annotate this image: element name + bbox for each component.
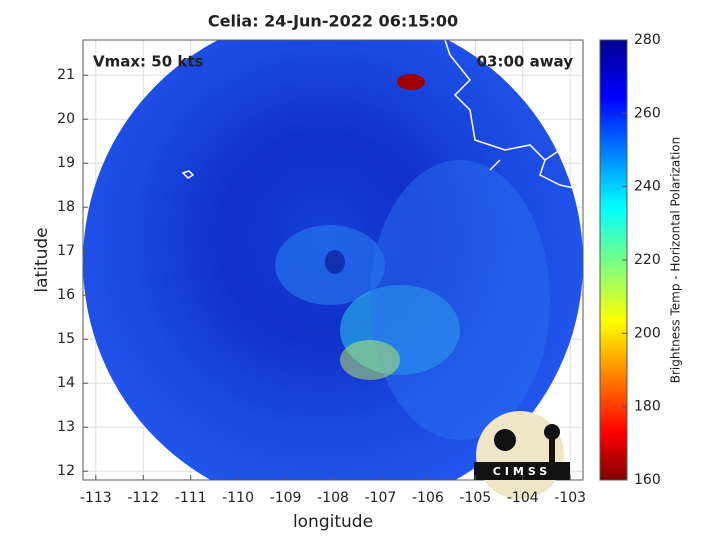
colorbar-tick-label: 240 — [634, 179, 661, 195]
x-tick-label: -106 — [412, 490, 444, 506]
y-tick-label: 12 — [57, 463, 75, 479]
imagery — [83, 40, 583, 480]
x-tick-label: -110 — [222, 490, 254, 506]
y-tick-label: 16 — [57, 287, 75, 303]
colorbar-tick-label: 180 — [634, 399, 661, 415]
colorbar-tick-label: 220 — [634, 252, 661, 268]
y-tick-label: 17 — [57, 243, 75, 259]
logo: CIMSS — [474, 411, 570, 499]
x-axis-label: longitude — [293, 512, 373, 532]
x-tick-label: -113 — [80, 490, 112, 506]
y-tick-label: 14 — [57, 375, 75, 391]
y-tick-label: 21 — [57, 67, 75, 83]
chart-title: Celia: 24-Jun-2022 06:15:00 — [208, 12, 458, 31]
y-tick-label: 15 — [57, 331, 75, 347]
x-tick-label: -104 — [507, 490, 539, 506]
x-tick-label: -108 — [317, 490, 349, 506]
colorbar-tick-label: 280 — [634, 32, 661, 48]
annotation: Vmax: 50 kts — [93, 53, 203, 71]
colorbar-tick-label: 160 — [634, 472, 661, 488]
colorbar-label: Brightness Temp - Horizontal Polarizatio… — [669, 137, 683, 384]
logo-text: CIMSS — [493, 465, 551, 478]
y-tick-label: 13 — [57, 419, 75, 435]
colorbar-tick-label: 200 — [634, 325, 661, 341]
y-tick-label: 19 — [57, 155, 75, 171]
x-tick-label: -103 — [554, 490, 586, 506]
x-tick-label: -112 — [127, 490, 159, 506]
y-tick-label: 20 — [57, 111, 75, 127]
y-axis-label: latitude — [32, 227, 52, 292]
annotation: 03:00 away — [477, 53, 574, 71]
y-tick-label: 18 — [57, 199, 75, 215]
x-tick-label: -111 — [175, 490, 207, 506]
x-tick-label: -105 — [459, 490, 491, 506]
colorbar-tick-label: 260 — [634, 105, 661, 121]
x-tick-label: -109 — [270, 490, 302, 506]
x-tick-label: -107 — [365, 490, 397, 506]
